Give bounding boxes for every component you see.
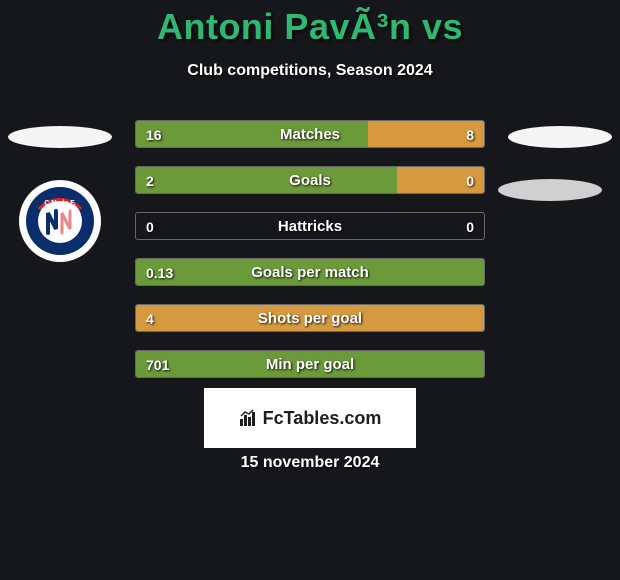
club-badge: C.N. de F. [19,180,101,262]
stat-value-left: 2 [146,167,154,195]
svg-text:C.N. de F.: C.N. de F. [44,200,76,207]
stat-track: 168Matches [135,120,485,148]
placeholder-oval [498,179,602,201]
placeholder-oval [8,126,112,148]
bar-left [136,167,397,193]
branding: FcTables.com [239,408,382,429]
page-title: Antoni PavÃ³n vs [0,0,620,48]
stat-value-left: 4 [146,305,154,333]
stat-track: 20Goals [135,166,485,194]
branding-box: FcTables.com [204,388,416,448]
stat-value-left: 0.13 [146,259,173,287]
stat-label: Hattricks [136,213,484,241]
placeholder-oval [508,126,612,148]
bar-chart-icon [239,409,259,427]
bar-left [136,121,368,147]
subtitle: Club competitions, Season 2024 [0,62,620,80]
bar-full [136,259,484,285]
stat-value-right: 8 [466,121,474,149]
date-line: 15 november 2024 [0,454,620,472]
stat-row: 0.13Goals per match [0,258,620,286]
stat-track: 0.13Goals per match [135,258,485,286]
stat-track: 0 0Hattricks [135,212,485,240]
stat-value-right: 0 [466,213,474,241]
branding-text: FcTables.com [263,408,382,429]
stat-row: 4Shots per goal [0,304,620,332]
stat-track: 701Min per goal [135,350,485,378]
club-badge-icon: C.N. de F. [24,185,96,257]
stat-value-right: 0 [466,167,474,195]
stat-value-left: 0 [146,213,154,241]
stat-value-left: 701 [146,351,169,379]
bar-full [136,351,484,377]
stat-row: 701Min per goal [0,350,620,378]
stat-track: 4Shots per goal [135,304,485,332]
stat-value-left: 16 [146,121,162,149]
bar-full [136,305,484,331]
